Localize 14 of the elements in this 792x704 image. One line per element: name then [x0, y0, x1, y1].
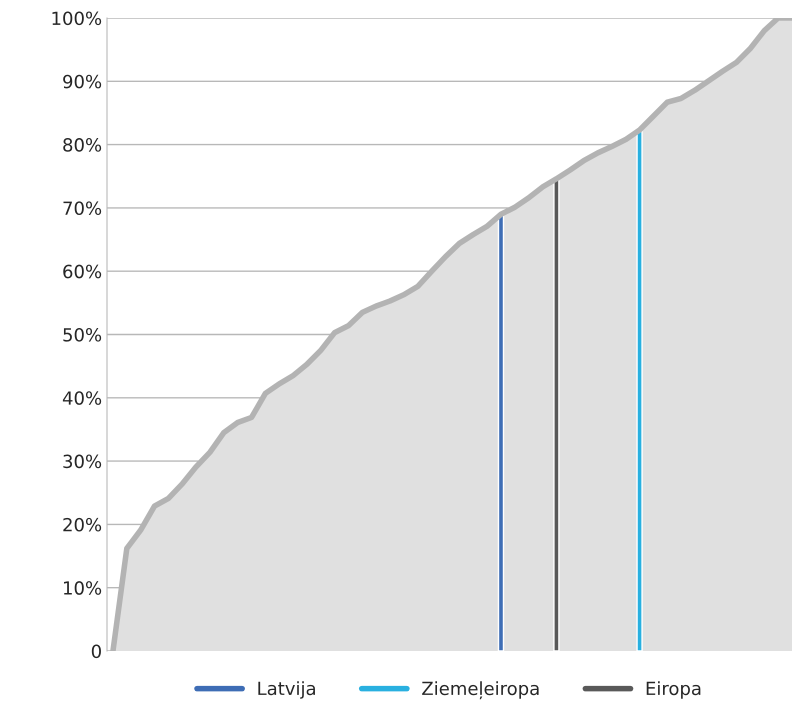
y-tick-label: 30%: [63, 454, 102, 468]
legend-label: Ziemeļeiropa: [422, 681, 539, 700]
y-tick-label: 40%: [62, 391, 102, 405]
y-tick-label: 70%: [63, 201, 102, 216]
y-tick-label: 90%: [63, 74, 102, 88]
y-tick-label: 50%: [63, 328, 102, 342]
y-tick-label: 100%: [52, 11, 102, 26]
y-tick-label: 10%: [64, 581, 102, 595]
y-tick-label: 0: [92, 644, 101, 658]
legend-label: Latvija: [258, 681, 315, 699]
y-tick-label: 20%: [63, 518, 102, 532]
y-tick-label: 80%: [63, 138, 102, 152]
legend-label: Eiropa: [646, 681, 700, 699]
y-tick-label: 60%: [63, 264, 102, 278]
